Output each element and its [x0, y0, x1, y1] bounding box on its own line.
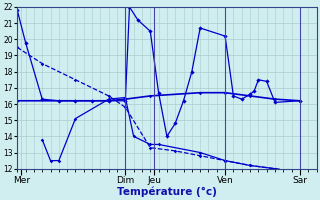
X-axis label: Température (°c): Température (°c): [117, 186, 217, 197]
